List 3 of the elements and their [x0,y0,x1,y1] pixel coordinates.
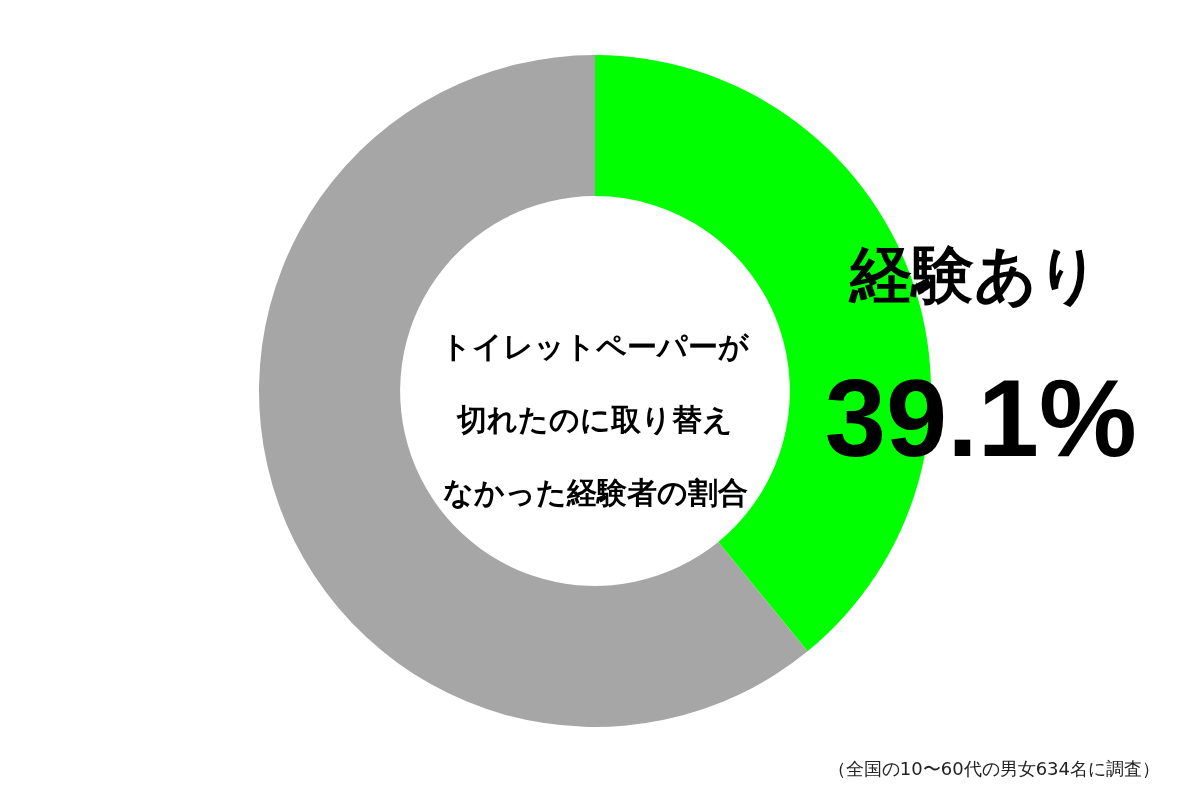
chart-title: トイレットペーパーが切れたのに取り替えなかった経験者の割合 [441,329,749,510]
text: （全国の10〜60代の男女634名に調査） [827,757,1160,781]
slice-label: 経験あり [847,237,1100,311]
